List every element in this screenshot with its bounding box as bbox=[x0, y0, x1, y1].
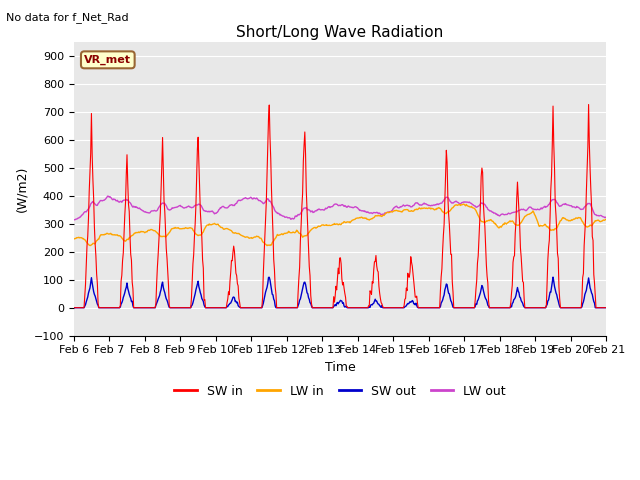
Y-axis label: (W/m2): (W/m2) bbox=[15, 166, 28, 212]
X-axis label: Time: Time bbox=[324, 361, 355, 374]
Legend: SW in, LW in, SW out, LW out: SW in, LW in, SW out, LW out bbox=[169, 380, 511, 403]
Title: Short/Long Wave Radiation: Short/Long Wave Radiation bbox=[236, 24, 444, 39]
Text: No data for f_Net_Rad: No data for f_Net_Rad bbox=[6, 12, 129, 23]
Text: VR_met: VR_met bbox=[84, 55, 131, 65]
